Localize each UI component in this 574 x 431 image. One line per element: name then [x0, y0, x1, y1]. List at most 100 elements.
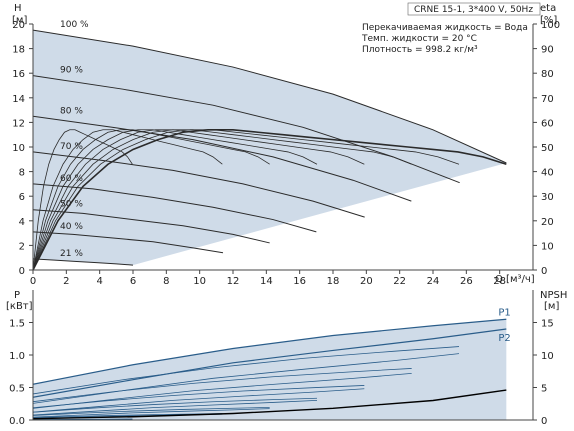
power-series-label-0: P1 — [498, 307, 510, 318]
power-plot-area: P1 P2 — [32, 307, 511, 421]
head-tick-label-3: 6 — [19, 192, 25, 203]
head-tick-label-8: 16 — [12, 69, 25, 80]
npsh-tick-label-0: 0 — [541, 416, 547, 427]
power-axis-label: P — [14, 290, 20, 301]
eta-axis-label: eta — [540, 3, 556, 14]
head-tick-label-5: 10 — [12, 143, 25, 154]
eta-tick-label-0: 0 — [541, 266, 547, 277]
eta-tick-label-5: 50 — [541, 143, 554, 154]
power-curve-0-2 — [32, 368, 412, 403]
efficiency-curve-5 — [32, 129, 270, 271]
speed-label-0: 100 % — [60, 20, 89, 30]
npsh-tick-label-2: 10 — [541, 351, 554, 362]
x-tick-label-4: 8 — [163, 276, 169, 287]
efficiency-curve-7 — [32, 129, 133, 271]
eta-tick-label-3: 30 — [541, 192, 554, 203]
head-tick-label-1: 2 — [19, 241, 25, 252]
speed-label-1: 90 % — [60, 66, 83, 76]
npsh-axis-unit: [м] — [544, 301, 559, 312]
operating-area — [33, 30, 507, 266]
x-tick-label-0: 0 — [30, 276, 36, 287]
header-box — [407, 2, 541, 16]
x-tick-label-2: 4 — [96, 276, 102, 287]
info-line-1: Перекачиваемая жидкость = Вода — [362, 23, 528, 33]
power-axis-unit: [кВт] — [6, 301, 33, 312]
eta-tick-label-9: 90 — [541, 45, 554, 56]
power-curve-1-0 — [32, 328, 507, 398]
power-curve-0-5 — [32, 407, 270, 416]
speed-curve-4 — [32, 183, 317, 233]
speed-label-2: 80 % — [60, 106, 83, 116]
x-tick-label-14: 28 — [493, 276, 506, 287]
power-curve-1-4 — [32, 399, 318, 416]
head-tick-label-4: 8 — [19, 168, 25, 179]
eta-axis-unit: [%] — [540, 15, 557, 26]
power-curve-1-3 — [32, 388, 365, 413]
speed-curve-7 — [32, 258, 134, 266]
npsh-tick-label-3: 15 — [541, 319, 554, 330]
x-tick-label-9: 18 — [327, 276, 340, 287]
head-tick-label-7: 14 — [12, 94, 25, 105]
x-tick-label-12: 24 — [427, 276, 440, 287]
x-tick-label-6: 12 — [227, 276, 240, 287]
head-tick-label-10: 20 — [12, 20, 25, 31]
x-axis-label: Q [м³/ч] — [495, 274, 535, 285]
power-curve-1-1 — [32, 353, 460, 404]
head-tick-label-2: 4 — [19, 217, 25, 228]
speed-curve-5 — [32, 209, 270, 244]
power-tick-label-0: 0.0 — [9, 416, 25, 427]
eta-tick-label-1: 10 — [541, 241, 554, 252]
speed-label-7: 21 % — [60, 249, 83, 259]
head-tick-label-0: 0 — [19, 266, 25, 277]
head-tick-label-6: 12 — [12, 118, 25, 129]
speed-label-5: 50 % — [60, 200, 83, 210]
head-plot-area: 100 % 90 % 80 % 70 % 60 % 50 % 40 % 21 % — [32, 20, 507, 271]
speed-curve-2 — [32, 115, 412, 202]
npsh-axis-label: NPSH — [540, 290, 567, 301]
x-tick-label-7: 14 — [260, 276, 273, 287]
power-curve-0-1 — [32, 346, 460, 395]
power-area — [33, 319, 507, 420]
x-tick-label-3: 6 — [130, 276, 136, 287]
power-series-label-1: P2 — [498, 333, 510, 344]
power-axes: 0.0 0.5 1.0 1.5 0 5 10 15 — [9, 290, 554, 427]
eta-tick-label-6: 60 — [541, 118, 554, 129]
power-tick-label-3: 1.5 — [9, 319, 25, 330]
x-tick-label-8: 16 — [293, 276, 306, 287]
efficiency-curve-0 — [32, 128, 507, 271]
speed-label-6: 40 % — [60, 222, 83, 232]
eta-tick-label-7: 70 — [541, 94, 554, 105]
x-tick-label-5: 10 — [193, 276, 206, 287]
power-curve-0-4 — [32, 397, 318, 413]
power-curve-0-3 — [32, 385, 365, 409]
efficiency-curve-3 — [32, 129, 365, 271]
speed-label-3: 70 % — [60, 142, 83, 152]
efficiency-curve-6 — [32, 129, 223, 271]
head-axes: 0 2 4 6 8 10 12 14 16 18 20 22 24 26 28024681012141618… — [12, 20, 560, 287]
efficiency-curve-4 — [32, 129, 318, 271]
x-tick-label-10: 20 — [360, 276, 373, 287]
info-line-2: Темп. жидкости = 20 °C — [361, 34, 477, 44]
eta-tick-label-10: 100 — [541, 20, 560, 31]
speed-label-4: 60 % — [60, 174, 83, 184]
npsh-curve — [32, 389, 507, 420]
power-curve-1-2 — [32, 373, 412, 409]
eta-tick-label-8: 80 — [541, 69, 554, 80]
eta-tick-label-2: 20 — [541, 217, 554, 228]
power-curve-0-0 — [32, 318, 507, 385]
power-curve-0-6 — [32, 413, 223, 419]
efficiency-curve-1 — [32, 129, 460, 271]
x-tick-label-1: 2 — [63, 276, 69, 287]
head-tick-label-9: 18 — [12, 45, 25, 56]
power-curve-1-5 — [32, 408, 270, 418]
power-tick-label-2: 1.0 — [9, 351, 25, 362]
head-chart-frame: H [м] eta [%] CRNE 15-1, 3*400 V, 50Hz П… — [12, 2, 557, 285]
head-axis-label: H — [14, 3, 22, 14]
x-tick-label-11: 22 — [393, 276, 406, 287]
power-tick-label-1: 0.5 — [9, 384, 25, 395]
npsh-tick-label-1: 5 — [541, 384, 547, 395]
power-chart-frame: P [кВт] NPSH [м] — [6, 290, 567, 312]
info-line-3: Плотность = 998.2 кг/м³ — [362, 45, 478, 55]
efficiency-curve-2 — [32, 129, 412, 271]
